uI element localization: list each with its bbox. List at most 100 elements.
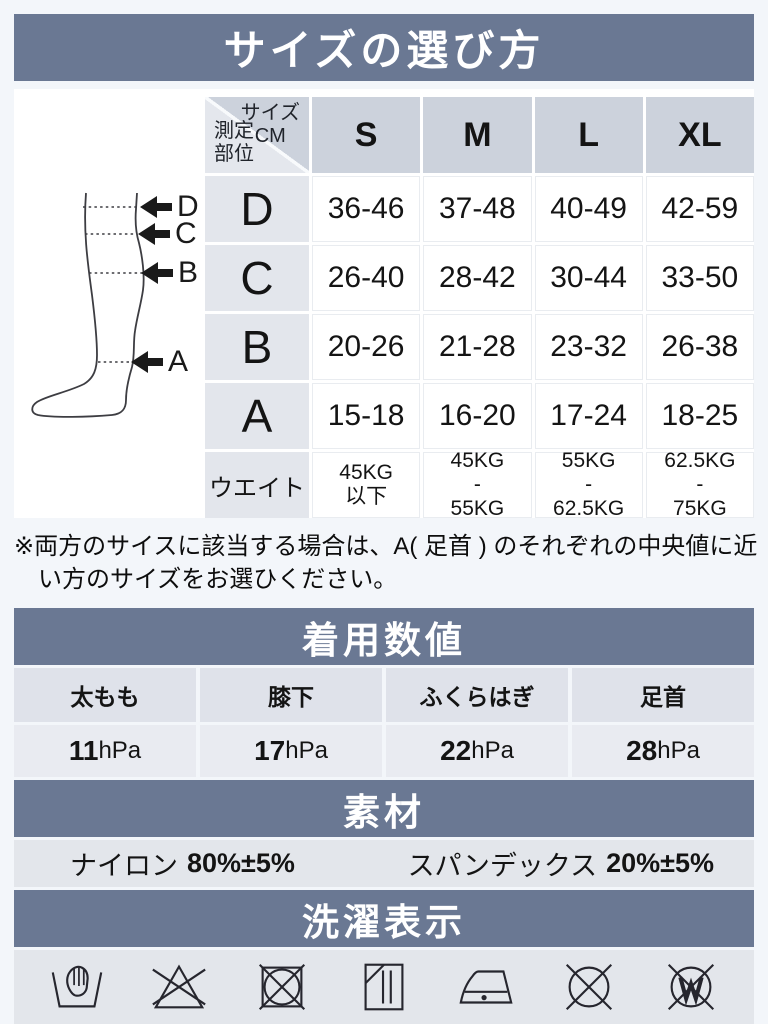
material-name: スパンデックス (407, 851, 598, 882)
marker-label: C (175, 217, 197, 250)
pressure-part-thigh: 太もも (14, 668, 196, 723)
pressure-number: 22 (440, 735, 472, 767)
weight-line: - (696, 472, 704, 496)
pressure-value: 28 hPa (572, 725, 754, 778)
weight-line: 55KG (561, 448, 616, 472)
leg-measurement-diagram: D C B A (14, 97, 205, 518)
pressure-value: 11 hPa (14, 725, 196, 778)
pressure-value: 17 hPa (200, 725, 382, 778)
size-value: 16-20 (423, 383, 532, 449)
iron-low-heat-icon (459, 970, 513, 1004)
arrow-shaft (154, 230, 170, 238)
weight-value: 45KG 以下 (312, 452, 421, 518)
size-value: 17-24 (534, 383, 643, 449)
sizing-note: ※両方のサイスに該当する場合は、A( 足首 ) のそれぞれの中央値に近い方のサイ… (14, 533, 758, 594)
section-title-size-guide: サイズの選び方 (14, 14, 754, 81)
size-value: 26-40 (312, 245, 421, 311)
laundry-icons-row (14, 950, 754, 1024)
size-value: 20-26 (312, 314, 421, 380)
do-not-wet-clean-icon (667, 964, 714, 1011)
row-label-b: B (205, 314, 309, 380)
pressure-number: 28 (626, 735, 658, 767)
material-name: ナイロン (70, 851, 178, 882)
column-header-xl: XL (645, 97, 754, 173)
material-nylon: ナイロン 80%±5% (70, 844, 295, 883)
size-value: 42-59 (645, 176, 754, 242)
arrow-left-icon (141, 262, 158, 284)
pressure-part-knee: 膝下 (200, 668, 382, 723)
arrow-shaft (156, 203, 172, 211)
weight-line: - (585, 472, 593, 496)
size-value: 21-28 (423, 314, 532, 380)
material-percent: 20%±5% (606, 848, 714, 879)
weight-line: 55KG (450, 497, 505, 521)
size-chart-section: D C B A サイズ CM 測定 (14, 89, 754, 521)
pressure-part-ankle: 足首 (572, 668, 754, 723)
marker-a: A (131, 345, 188, 379)
material-row: ナイロン 80%±5% スパンデックス 20%±5% (14, 840, 754, 888)
weight-line: 62.5KG (553, 497, 625, 521)
pressure-unit: hPa (657, 737, 700, 765)
do-not-dry-clean-icon (565, 964, 612, 1011)
pressure-part-calf: ふくらはぎ (386, 668, 568, 723)
size-value: 28-42 (423, 245, 532, 311)
arrow-shaft (157, 269, 173, 277)
material-spandex: スパンデックス 20%±5% (408, 844, 714, 883)
size-value: 30-44 (534, 245, 643, 311)
do-not-bleach-icon (152, 964, 207, 1009)
arrow-left-icon (140, 196, 157, 218)
dry-in-shade-icon (364, 963, 404, 1011)
table-corner-cell: サイズ CM 測定 部位 (205, 97, 309, 173)
marker-label: B (178, 256, 199, 289)
weight-line: 62.5KG (664, 448, 736, 472)
section-title-laundry: 洗濯表示 (14, 890, 754, 948)
row-label-weight: ウエイト (205, 452, 309, 518)
size-value: 33-50 (645, 245, 754, 311)
size-value: 15-18 (312, 383, 421, 449)
marker-d: D (140, 190, 199, 224)
weight-line: 45KG (450, 448, 505, 472)
size-value: 26-38 (645, 314, 754, 380)
corner-unit-label: CM (254, 125, 286, 147)
size-value: 36-46 (312, 176, 421, 242)
size-table: サイズ CM 測定 部位 S M L XL D 36-46 37-48 40-4… (205, 97, 754, 521)
leg-outline-drawing (31, 192, 145, 418)
corner-measure-line1: 測定 (214, 120, 254, 142)
corner-size-cm: サイズ CM (241, 102, 300, 148)
pressure-unit: hPa (285, 737, 328, 765)
column-header-l: L (534, 97, 643, 173)
pressure-unit: hPa (471, 737, 514, 765)
size-value: 23-32 (534, 314, 643, 380)
pressure-unit: hPa (98, 737, 142, 765)
size-value: 37-48 (423, 176, 532, 242)
section-title-pressure: 着用数値 (14, 608, 754, 666)
weight-line: 75KG (673, 497, 727, 521)
size-value: 18-25 (645, 383, 754, 449)
pressure-number: 17 (254, 735, 286, 767)
marker-label: A (168, 345, 189, 378)
arrow-left-icon (131, 351, 148, 373)
do-not-tumble-dry-icon (258, 964, 305, 1011)
weight-value: 45KG - 55KG (423, 448, 532, 521)
weight-value: 55KG - 62.5KG (534, 448, 643, 521)
row-label-c: C (205, 245, 309, 311)
material-percent: 80%±5% (187, 848, 295, 879)
pressure-value: 22 hPa (386, 725, 568, 778)
pressure-number: 11 (68, 735, 99, 767)
corner-measure-line2: 部位 (214, 143, 254, 165)
corner-size-label: サイズ (240, 102, 300, 124)
weight-value: 62.5KG - 75KG (645, 448, 754, 521)
marker-label: D (177, 190, 199, 223)
pressure-table: 太もも 膝下 ふくらはぎ 足首 11 hPa 17 hPa 22 hPa 28 hPa (14, 668, 754, 778)
column-header-s: S (312, 97, 421, 173)
section-title-material: 素材 (14, 780, 754, 838)
column-header-m: M (423, 97, 532, 173)
size-value: 40-49 (534, 176, 643, 242)
marker-b: B (141, 256, 198, 290)
hand-wash-icon (51, 966, 103, 1008)
weight-line: 45KG (339, 460, 393, 484)
row-label-a: A (205, 383, 309, 449)
arrow-shaft (147, 358, 163, 366)
corner-measure-label: 測定 部位 (214, 120, 254, 166)
